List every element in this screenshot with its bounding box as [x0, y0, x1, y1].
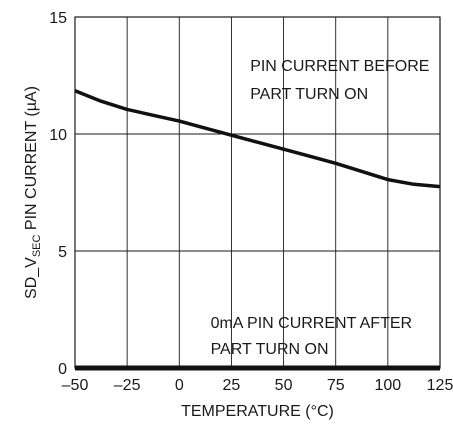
- x-tick-label-6: 100: [375, 377, 402, 394]
- y-axis-title-prefix: SD_V: [23, 257, 40, 299]
- x-tick-label-3: 25: [223, 377, 241, 394]
- grid-layer: [75, 17, 440, 368]
- y-tick-label-3: 15: [49, 10, 67, 27]
- annotation-0-line-1: PART TURN ON: [250, 86, 368, 103]
- y-axis-title: SD_VSEC PIN CURRENT (µA): [23, 86, 43, 299]
- x-tick-label-5: 75: [327, 377, 345, 394]
- x-tick-label-0: –50: [62, 377, 89, 394]
- annotation-1-line-0: 0mA PIN CURRENT AFTER: [211, 315, 413, 332]
- x-axis-title: TEMPERATURE (°C): [181, 403, 334, 420]
- y-tick-label-2: 10: [49, 127, 67, 144]
- y-tick-label-0: 0: [58, 361, 67, 378]
- x-tick-label-4: 50: [275, 377, 293, 394]
- tick-label-layer: –50 –25 0 25 50 75 100 125 0 5 10 15: [49, 10, 453, 394]
- x-tick-label-2: 0: [175, 377, 184, 394]
- x-tick-label-1: –25: [114, 377, 141, 394]
- y-tick-label-1: 5: [58, 244, 67, 261]
- annotation-0-line-0: PIN CURRENT BEFORE: [250, 58, 429, 75]
- annotation-layer: PIN CURRENT BEFORE PART TURN ON 0mA PIN CU…: [211, 58, 430, 358]
- x-tick-label-7: 125: [427, 377, 453, 394]
- y-axis-title-suffix: PIN CURRENT (µA): [23, 86, 40, 234]
- series-line-0: [74, 89, 441, 189]
- y-axis-title-subscript: SEC: [31, 234, 43, 257]
- annotation-1-line-1: PART TURN ON: [211, 341, 329, 358]
- series-layer: [74, 89, 441, 371]
- plot-area: [75, 17, 440, 368]
